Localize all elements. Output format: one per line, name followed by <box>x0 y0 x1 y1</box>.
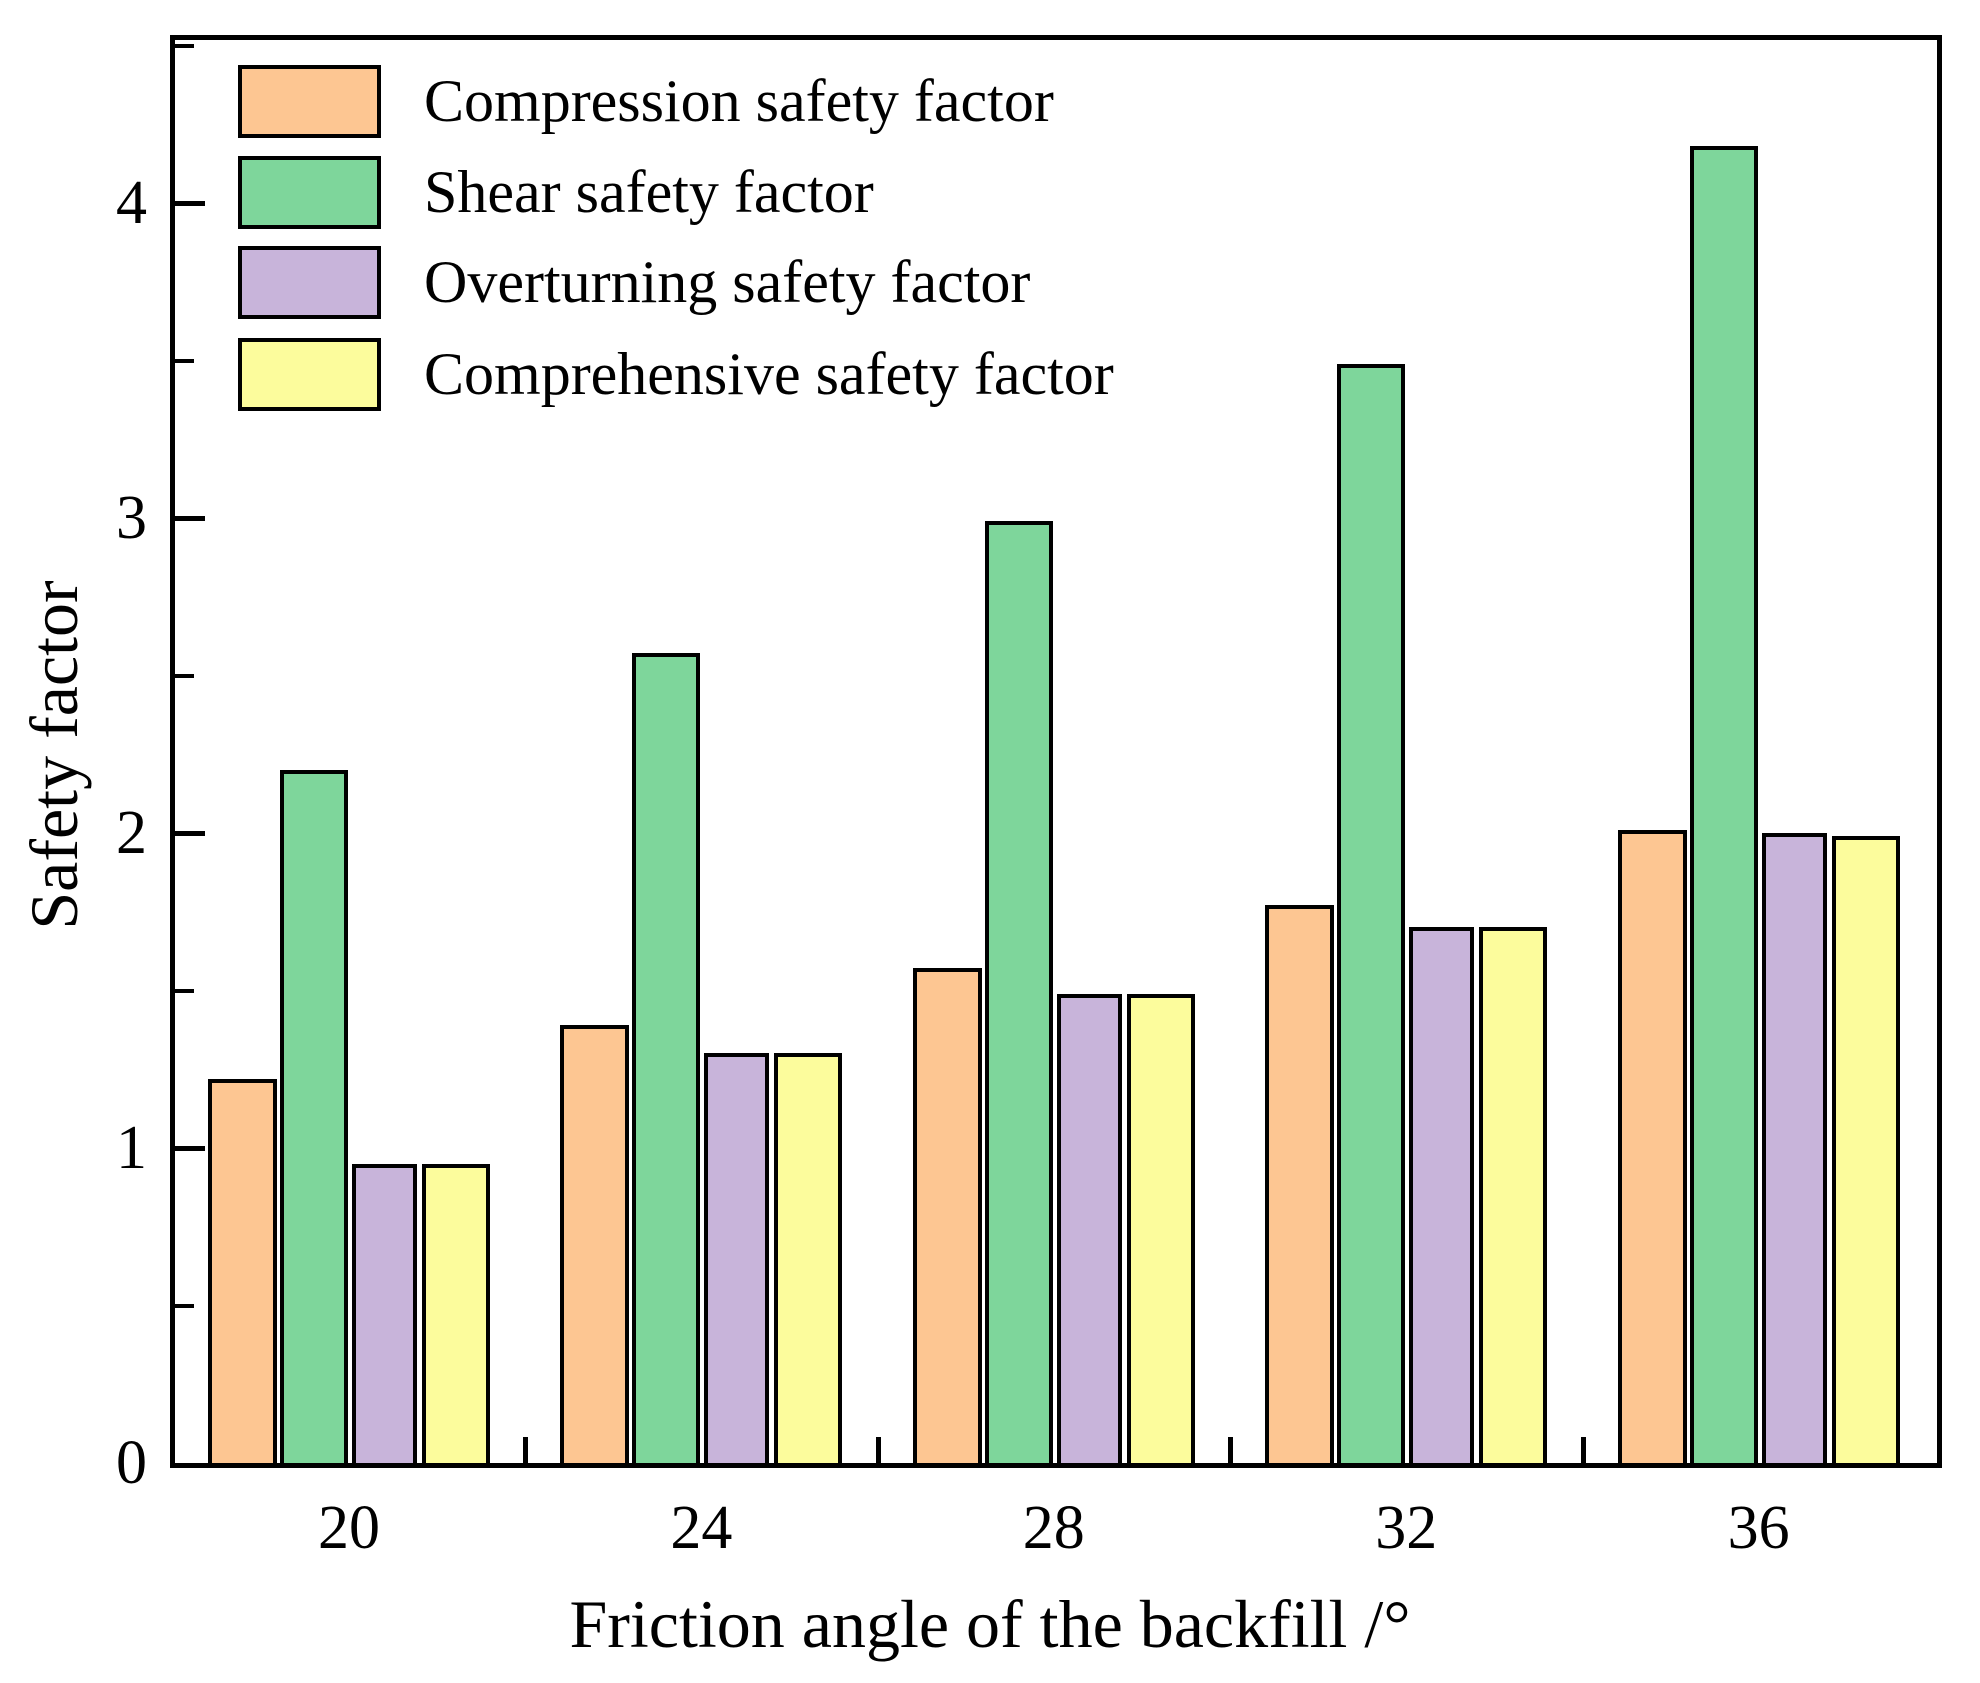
legend-swatch <box>238 246 381 319</box>
bar-28-series-3 <box>1126 994 1195 1463</box>
y-tick-label: 3 <box>116 484 147 552</box>
y-minor-tick <box>175 988 194 993</box>
y-major-tick <box>175 1146 205 1151</box>
legend-item: Shear safety factor <box>238 156 874 229</box>
y-minor-tick <box>175 43 194 48</box>
x-tick-label: 32 <box>1375 1494 1438 1562</box>
x-tick-label: 36 <box>1727 1494 1790 1562</box>
y-minor-tick <box>175 1303 194 1308</box>
bar-32-series-3 <box>1479 927 1548 1463</box>
y-major-tick <box>175 831 205 836</box>
x-boundary-tick <box>523 1437 529 1463</box>
y-minor-tick <box>175 358 194 363</box>
legend-label: Overturning safety factor <box>424 249 1031 315</box>
bar-36-series-2 <box>1761 833 1827 1463</box>
legend-swatch <box>238 65 381 138</box>
x-axis-title: Friction angle of the backfill /° <box>569 1586 1411 1662</box>
bar-20-series-1 <box>280 770 348 1463</box>
legend-label: Comprehensive safety factor <box>424 341 1114 407</box>
bar-28-series-1 <box>984 521 1053 1463</box>
x-tick-label: 24 <box>670 1494 733 1562</box>
legend-item: Overturning safety factor <box>238 246 1030 319</box>
bar-20-series-2 <box>352 1164 417 1463</box>
y-tick-label: 0 <box>116 1429 147 1497</box>
y-tick-label: 2 <box>116 799 147 867</box>
legend-swatch <box>238 156 381 229</box>
x-boundary-tick <box>1580 1437 1586 1463</box>
bar-36-series-0 <box>1617 830 1687 1463</box>
bar-32-series-1 <box>1337 364 1406 1463</box>
bar-24-series-2 <box>704 1053 770 1463</box>
y-major-tick <box>175 201 205 206</box>
x-tick-label: 28 <box>1022 1494 1085 1562</box>
y-major-tick <box>175 516 205 521</box>
bar-20-series-3 <box>422 1164 490 1463</box>
bar-36-series-1 <box>1689 146 1758 1463</box>
bar-28-series-0 <box>912 968 982 1463</box>
plot-inner: Compression safety factor Shear safety fa… <box>175 40 1937 1463</box>
x-tick-label: 20 <box>318 1494 380 1562</box>
legend-label: Compression safety factor <box>424 68 1054 134</box>
x-boundary-tick <box>1228 1437 1234 1463</box>
bar-32-series-2 <box>1409 927 1475 1463</box>
x-boundary-tick <box>875 1437 881 1463</box>
legend-item: Comprehensive safety factor <box>238 338 1114 411</box>
y-tick-label: 4 <box>116 169 147 237</box>
y-minor-tick <box>175 673 194 678</box>
plot-area: Compression safety factor Shear safety fa… <box>170 35 1942 1468</box>
bar-32-series-0 <box>1265 905 1335 1463</box>
bar-24-series-1 <box>632 653 701 1463</box>
bar-24-series-3 <box>774 1053 843 1463</box>
bar-36-series-3 <box>1831 836 1900 1463</box>
legend-item: Compression safety factor <box>238 65 1054 138</box>
y-tick-label: 1 <box>116 1114 147 1182</box>
bar-24-series-0 <box>560 1025 630 1463</box>
legend-swatch <box>238 338 381 411</box>
bar-20-series-0 <box>208 1079 277 1463</box>
legend-label: Shear safety factor <box>424 159 874 225</box>
bar-28-series-2 <box>1056 994 1122 1463</box>
